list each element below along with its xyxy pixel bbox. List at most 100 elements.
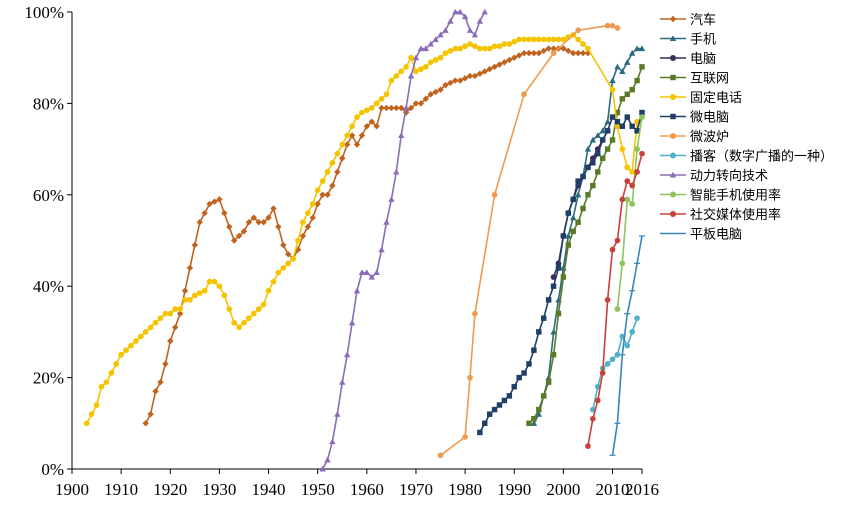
series-6 xyxy=(437,22,621,459)
data-point xyxy=(231,319,238,326)
data-point xyxy=(407,72,415,79)
data-point xyxy=(88,411,95,418)
data-point xyxy=(265,287,272,294)
data-point xyxy=(609,22,616,29)
series-1 xyxy=(530,45,646,426)
data-point xyxy=(560,45,567,52)
data-point xyxy=(619,123,626,129)
data-point xyxy=(570,228,576,235)
data-point xyxy=(624,342,631,349)
data-point xyxy=(393,73,400,79)
data-point xyxy=(550,352,557,358)
data-point xyxy=(531,416,537,422)
data-point xyxy=(314,200,321,208)
data-point xyxy=(250,214,258,221)
data-point xyxy=(639,64,645,70)
data-point xyxy=(540,47,547,55)
data-point xyxy=(334,150,341,157)
legend-label: 微电脑 xyxy=(690,111,729,126)
data-point xyxy=(516,36,523,43)
data-point xyxy=(530,420,538,426)
data-point xyxy=(486,65,493,73)
data-point xyxy=(339,378,346,385)
data-point xyxy=(314,187,321,194)
data-point xyxy=(506,41,513,47)
data-point xyxy=(353,141,361,148)
data-point xyxy=(536,329,542,335)
data-point xyxy=(255,306,262,312)
data-point xyxy=(629,329,636,335)
data-point xyxy=(670,113,676,120)
data-point xyxy=(186,264,194,272)
data-point xyxy=(196,219,203,226)
data-point xyxy=(580,173,586,180)
x-tick-label: 2010 xyxy=(596,480,630,499)
data-point xyxy=(614,118,621,125)
legend-label: 电脑 xyxy=(690,52,716,67)
data-point xyxy=(639,109,645,116)
data-point xyxy=(363,107,370,114)
data-point xyxy=(634,128,640,134)
data-point xyxy=(501,59,508,66)
data-point xyxy=(393,104,400,112)
series-8 xyxy=(319,8,488,472)
axes: 0% 20% 40% 60% 80% 100% 1900 1910 1920 1930 1940 19… xyxy=(24,3,659,499)
data-point xyxy=(230,237,238,244)
data-point xyxy=(456,8,464,15)
legend-entry: 固定电话 xyxy=(660,91,742,106)
data-point xyxy=(482,420,488,427)
data-point xyxy=(368,273,375,280)
data-point xyxy=(348,132,356,139)
data-point xyxy=(590,415,596,422)
data-point xyxy=(187,297,193,303)
data-point xyxy=(526,361,532,367)
data-point xyxy=(422,95,429,103)
data-point xyxy=(629,201,636,207)
data-point xyxy=(531,347,537,353)
data-point xyxy=(609,114,616,120)
data-point xyxy=(545,379,552,385)
data-point xyxy=(609,86,616,93)
data-point xyxy=(353,287,361,294)
data-point xyxy=(669,15,677,23)
legend-label: 手机 xyxy=(690,33,716,48)
data-point xyxy=(176,310,184,317)
data-point xyxy=(402,104,410,111)
data-point xyxy=(246,315,252,322)
series-0 xyxy=(142,45,592,427)
data-point xyxy=(521,36,527,43)
series-line xyxy=(321,11,486,470)
data-point xyxy=(442,50,449,56)
data-point xyxy=(555,265,562,271)
legend-entry: 社交媒体使用率 xyxy=(660,207,781,223)
data-point xyxy=(413,68,419,75)
y-tick-label: 60% xyxy=(33,186,64,205)
data-point xyxy=(235,232,243,240)
data-point xyxy=(137,333,144,340)
data-point xyxy=(162,310,169,317)
data-point xyxy=(477,429,483,436)
data-point xyxy=(373,269,380,276)
data-point xyxy=(442,81,449,89)
data-point xyxy=(574,191,582,198)
data-point xyxy=(496,43,503,50)
data-point xyxy=(604,22,611,29)
y-tick-label: 20% xyxy=(33,369,64,388)
data-point xyxy=(609,246,616,253)
data-point xyxy=(545,297,552,303)
series-9 xyxy=(614,114,645,312)
data-point xyxy=(599,370,606,376)
data-point xyxy=(447,79,454,87)
data-point xyxy=(579,49,587,57)
legend-entry: 互联网 xyxy=(660,72,729,87)
x-tick-label: 2016 xyxy=(625,480,659,499)
data-point xyxy=(506,393,513,399)
data-point xyxy=(309,201,316,207)
series-line xyxy=(85,34,638,424)
data-point xyxy=(290,255,296,262)
data-point xyxy=(373,100,380,107)
data-point xyxy=(432,57,439,63)
data-point xyxy=(393,168,400,175)
legend-entry: 微波炉 xyxy=(660,130,729,145)
data-point xyxy=(580,41,586,47)
